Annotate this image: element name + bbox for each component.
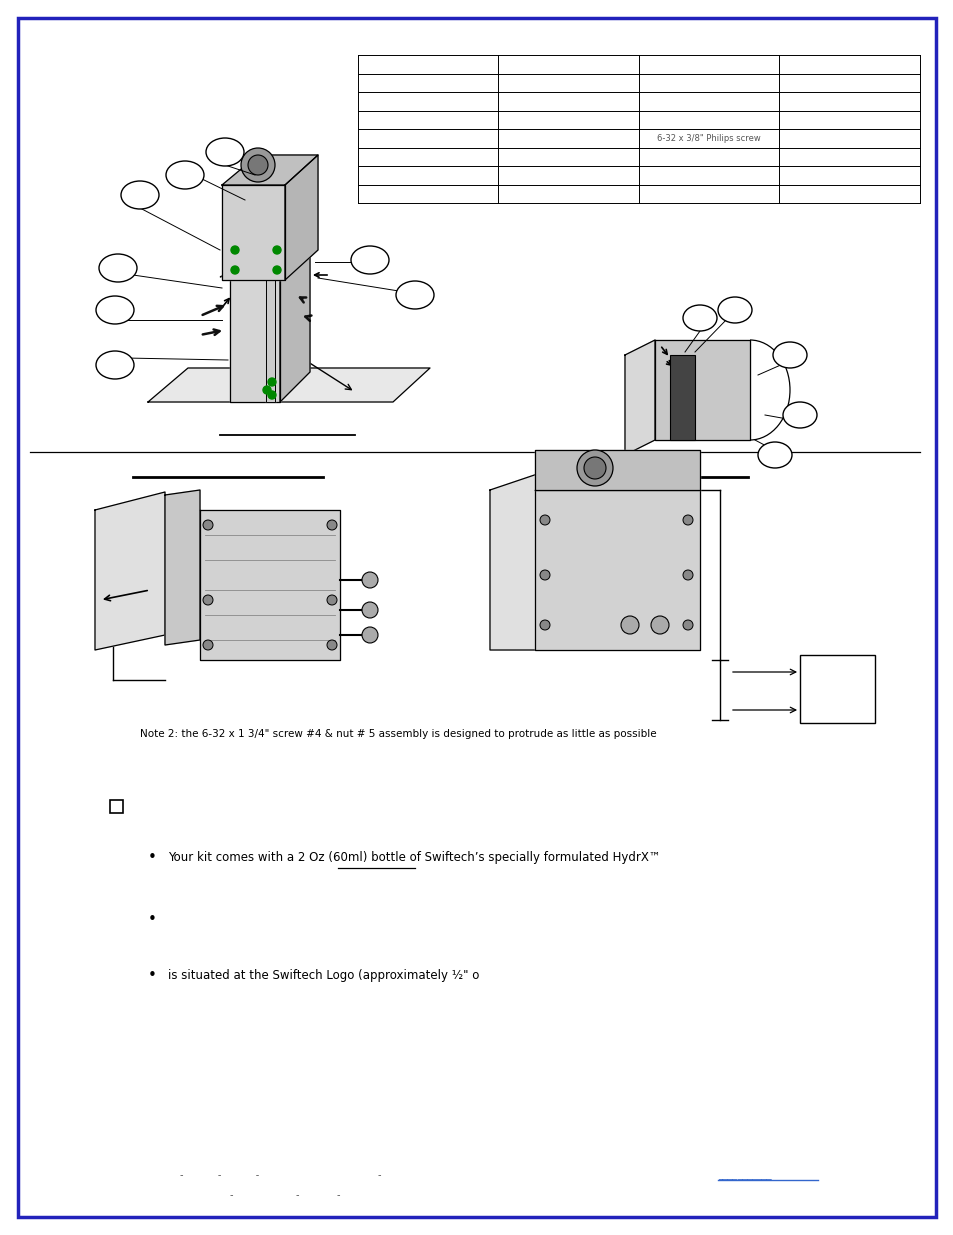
Polygon shape	[655, 340, 749, 440]
Text: 6-32 x 3/8" Philips screw: 6-32 x 3/8" Philips screw	[657, 133, 760, 143]
Circle shape	[539, 515, 550, 525]
Text: •: •	[148, 913, 156, 927]
Polygon shape	[165, 490, 200, 645]
Ellipse shape	[395, 282, 434, 309]
Ellipse shape	[99, 254, 137, 282]
Ellipse shape	[206, 138, 244, 165]
Circle shape	[241, 148, 274, 182]
Circle shape	[361, 627, 377, 643]
Ellipse shape	[96, 351, 133, 379]
Text: Note 2: the 6-32 x 1 3/4" screw #4 & nut # 5 assembly is designed to protrude as: Note 2: the 6-32 x 1 3/4" screw #4 & nut…	[140, 729, 656, 739]
Circle shape	[539, 571, 550, 580]
Text: is situated at the Swiftech Logo (approximately ½" o: is situated at the Swiftech Logo (approx…	[168, 968, 478, 982]
Bar	[800, 655, 874, 722]
Circle shape	[203, 595, 213, 605]
Polygon shape	[222, 185, 285, 280]
Ellipse shape	[96, 296, 133, 324]
Polygon shape	[95, 492, 165, 650]
Text: Your kit comes with a 2 Oz (60ml) bottle of Swiftech’s specially formulated Hydr: Your kit comes with a 2 Oz (60ml) bottle…	[168, 851, 659, 863]
Circle shape	[231, 266, 239, 274]
Polygon shape	[624, 340, 655, 454]
Circle shape	[361, 601, 377, 618]
Text: ___________: ___________	[718, 1170, 771, 1179]
Ellipse shape	[351, 246, 389, 274]
Circle shape	[203, 520, 213, 530]
Text: -                    -            -: - - -	[230, 1191, 340, 1200]
Polygon shape	[200, 510, 339, 659]
Circle shape	[273, 246, 281, 254]
Circle shape	[273, 266, 281, 274]
Ellipse shape	[718, 296, 751, 324]
Polygon shape	[280, 240, 310, 403]
Text: -           -           -                                      -: - - - -	[180, 1170, 381, 1179]
Ellipse shape	[121, 182, 159, 209]
Circle shape	[361, 572, 377, 588]
Polygon shape	[222, 156, 317, 185]
Ellipse shape	[166, 161, 204, 189]
Ellipse shape	[772, 342, 806, 368]
Circle shape	[231, 246, 239, 254]
Circle shape	[327, 640, 336, 650]
Polygon shape	[490, 463, 619, 650]
Polygon shape	[535, 450, 700, 490]
Polygon shape	[148, 368, 430, 403]
Bar	[110, 800, 123, 813]
Circle shape	[583, 457, 605, 479]
Circle shape	[268, 391, 275, 399]
Circle shape	[650, 616, 668, 634]
Circle shape	[263, 387, 271, 394]
Text: •: •	[148, 967, 156, 983]
Circle shape	[203, 640, 213, 650]
Text: •: •	[148, 850, 156, 864]
Circle shape	[682, 571, 692, 580]
Bar	[669, 354, 695, 440]
Circle shape	[620, 616, 639, 634]
Ellipse shape	[682, 305, 717, 331]
Circle shape	[577, 450, 613, 487]
Circle shape	[248, 156, 268, 175]
Polygon shape	[535, 490, 700, 650]
Circle shape	[539, 620, 550, 630]
Circle shape	[327, 520, 336, 530]
Ellipse shape	[758, 442, 791, 468]
Circle shape	[327, 595, 336, 605]
Polygon shape	[285, 156, 317, 280]
Circle shape	[682, 515, 692, 525]
Polygon shape	[230, 270, 280, 403]
Circle shape	[268, 378, 275, 387]
Circle shape	[682, 620, 692, 630]
Polygon shape	[230, 240, 310, 270]
Polygon shape	[266, 280, 274, 403]
Ellipse shape	[782, 403, 816, 429]
